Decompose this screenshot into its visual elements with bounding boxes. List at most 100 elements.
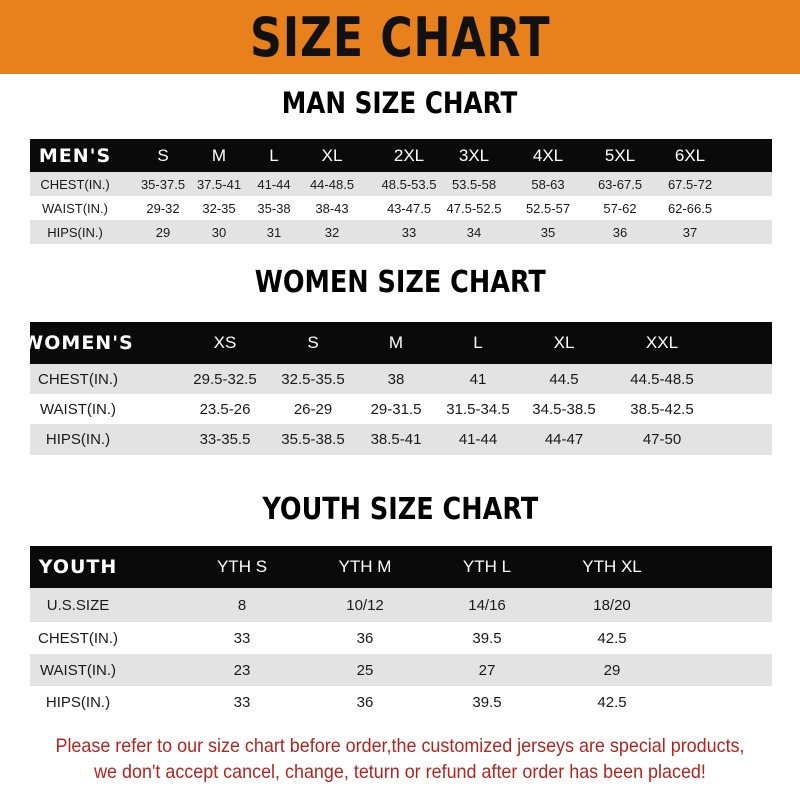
measurement-value: 37 [682,224,698,240]
size-header-cell: 4XL [532,145,564,165]
measurement-value: 25 [356,661,374,679]
size-header-cell: S [157,145,169,165]
size-header-cell: L [269,145,279,165]
measurement-label: WAIST(IN.) [42,200,108,216]
measurement-value: 23.5-26 [199,400,251,418]
size-header-cell: M [211,145,227,165]
measurement-value: 32-35 [202,200,236,216]
table-header-row: YOUTH YTH S YTH M YTH L YTH XL [30,546,772,588]
table-category-label: MEN'S [38,144,112,167]
size-header-cell: YTH L [462,557,512,576]
measurement-value: 43-47.5 [386,200,432,216]
measurement-value: 30 [211,224,227,240]
men-size-table: MEN'S S M L XL 2XL 3XL 4XL 5XL 6XL CHEST(IN.) 35-37… [30,139,772,244]
size-header-cell: L [473,333,483,352]
women-size-table: WOMEN'S XS S M L XL XXL CHEST(IN.) 29.5-32.5 32.5… [22,322,772,455]
measurement-label: HIPS(IN.) [45,431,111,448]
measurement-value: 29 [603,661,621,679]
size-header-cell: YTH XL [582,557,642,576]
measurement-value: 8 [237,596,247,614]
measurement-value: 18/20 [593,596,631,614]
men-section-title: MAN SIZE CHART [282,86,518,120]
measurement-value: 44.5-48.5 [630,370,694,388]
measurement-value: 41-44 [257,176,291,192]
measurement-label: HIPS(IN.) [45,693,111,711]
table-row: WAIST(IN.) 23 25 27 29 [30,654,772,686]
table-header-row: MEN'S S M L XL 2XL 3XL 4XL 5XL 6XL [30,139,772,172]
measurement-value: 52.5-57 [525,200,571,216]
youth-section-title: YOUTH SIZE CHART [262,492,538,527]
measurement-value: 34.5-38.5 [532,400,596,418]
order-notice: Please refer to our size chart before or… [0,733,800,785]
size-chart-banner: SIZE CHART [0,0,800,74]
measurement-value: 35-37.5 [140,176,186,192]
measurement-label: CHEST(IN.) [40,176,110,192]
measurement-value: 42.5 [597,629,627,647]
measurement-value: 32 [324,224,340,240]
measurement-value: 23 [233,661,251,679]
table-category-label: YOUTH [38,556,118,578]
measurement-value: 62-66.5 [667,200,713,216]
measurement-value: 36 [612,224,628,240]
measurement-value: 35.5-38.5 [281,431,345,448]
measurement-value: 38.5-42.5 [630,400,694,418]
measurement-value: 29-32 [146,200,180,216]
measurement-value: 34 [466,224,482,240]
size-header-cell: XL [321,145,343,165]
notice-line-1: Please refer to our size chart before or… [55,735,745,757]
table-row: CHEST(IN.) 35-37.5 37.5-41 41-44 44-48.5 48.5… [30,172,772,196]
measurement-label: U.S.SIZE [46,596,110,614]
measurement-value: 67.5-72 [667,176,713,192]
measurement-value: 47-50 [642,431,682,448]
youth-size-table: YOUTH YTH S YTH M YTH L YTH XL U.S.SIZE 8 10/12… [30,546,772,718]
table-row: HIPS(IN.) 33 36 39.5 42.5 [30,686,772,718]
table-category-label: WOMEN'S [22,332,134,354]
measurement-value: 41 [469,370,487,388]
table-row: CHEST(IN.) 33 36 39.5 42.5 [30,622,772,654]
table-row: U.S.SIZE 8 10/12 14/16 18/20 [30,588,772,622]
measurement-value: 38 [387,370,405,388]
table-header-row: WOMEN'S XS S M L XL XXL [22,322,772,364]
size-header-cell: 6XL [674,145,706,165]
size-header-cell: 5XL [604,145,636,165]
measurement-value: 33 [233,693,251,711]
measurement-label: CHEST(IN.) [38,629,118,647]
measurement-value: 31.5-34.5 [446,400,510,418]
measurement-value: 29-31.5 [370,400,422,418]
measurement-label: WAIST(IN.) [39,400,117,418]
measurement-value: 35-38 [257,200,291,216]
size-header-cell: YTH S [216,557,268,576]
size-header-cell: 2XL [393,145,425,165]
size-header-cell: S [307,333,319,352]
measurement-value: 39.5 [472,629,502,647]
table-row: HIPS(IN.) 33-35.5 35.5-38.5 38.5-41 41-44 44-… [30,424,772,455]
measurement-label: WAIST(IN.) [39,661,117,679]
measurement-value: 44.5 [549,370,579,388]
measurement-value: 42.5 [597,693,627,711]
measurement-value: 38.5-41 [370,431,422,448]
measurement-value: 29.5-32.5 [193,370,257,388]
measurement-value: 33 [233,629,251,647]
measurement-value: 33 [401,224,417,240]
table-row: HIPS(IN.) 29 30 31 32 33 34 35 36 37 [30,220,772,244]
measurement-value: 63-67.5 [597,176,643,192]
measurement-value: 44-48.5 [309,176,355,192]
measurement-value: 31 [266,224,282,240]
measurement-label: CHEST(IN.) [38,370,118,388]
measurement-value: 44-47 [544,431,584,448]
measurement-value: 57-62 [603,200,637,216]
measurement-value: 26-29 [293,400,333,418]
measurement-value: 41-44 [458,431,498,448]
measurement-value: 39.5 [472,693,502,711]
measurement-value: 36 [356,629,374,647]
measurement-value: 10/12 [346,596,384,614]
measurement-value: 27 [478,661,496,679]
size-header-cell: XS [213,333,237,352]
table-row: WAIST(IN.) 29-32 32-35 35-38 38-43 43-47.5 47.… [30,196,772,220]
size-header-cell: M [388,333,404,352]
measurement-value: 35 [540,224,556,240]
measurement-value: 14/16 [468,596,506,614]
measurement-value: 29 [155,224,171,240]
size-header-cell: XXL [645,333,679,352]
measurement-value: 37.5-41 [196,176,242,192]
